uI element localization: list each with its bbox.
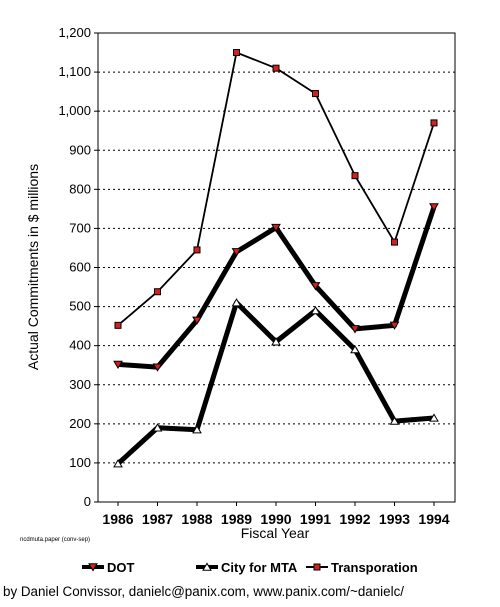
legend-item: City for MTA	[196, 560, 298, 575]
legend-label: City for MTA	[221, 560, 298, 575]
x-tick-label: 1988	[181, 511, 212, 527]
data-point	[351, 172, 359, 180]
data-point	[233, 49, 240, 57]
x-tick-label: 1991	[300, 511, 331, 527]
data-point	[152, 423, 163, 432]
data-point	[310, 282, 321, 291]
y-axis: 0 100 200 300 400 500 600 700 800 900 1,000 1,100 1,…	[58, 25, 456, 509]
y-tick-label: 200	[69, 416, 91, 431]
data-point	[192, 316, 202, 325]
data-point	[113, 459, 123, 468]
x-axis: 1986 1987 1988 1989 1990 1991 1992 1993 1994	[102, 502, 450, 527]
y-tick-label: 1,000	[58, 103, 91, 118]
legend-item: Transporation	[306, 560, 418, 575]
y-tick-label: 700	[69, 220, 91, 235]
data-point	[389, 416, 400, 425]
credit-line: by Daniel Convissor, danielc@panix.com, …	[3, 584, 404, 599]
series-2	[114, 49, 438, 329]
y-tick-label: 1,200	[58, 25, 91, 40]
legend-label: DOT	[107, 560, 135, 575]
series-lines	[113, 49, 439, 468]
x-tick-label: 1987	[142, 511, 173, 527]
x-tick-label: 1989	[221, 511, 252, 527]
y-tick-label: 1,100	[58, 64, 91, 79]
x-tick-label: 1994	[418, 511, 449, 527]
gridlines	[98, 32, 455, 464]
series-0	[113, 203, 439, 372]
data-point	[272, 64, 280, 72]
y-tick-label: 300	[69, 377, 91, 392]
x-tick-label: 1986	[102, 511, 133, 527]
x-tick-label: 1990	[260, 511, 291, 527]
x-tick-label: 1993	[379, 511, 410, 527]
y-tick-label: 900	[69, 142, 91, 157]
x-tick-label: 1992	[339, 511, 370, 527]
data-point	[271, 223, 281, 233]
data-point	[114, 321, 122, 329]
legend-swatch-marker	[313, 563, 321, 571]
data-point	[113, 360, 123, 370]
data-point	[429, 203, 439, 212]
y-tick-label: 500	[69, 299, 91, 314]
data-point	[429, 413, 439, 422]
series-line	[117, 51, 435, 327]
y-tick-label: 0	[84, 494, 91, 509]
y-tick-label: 400	[69, 338, 91, 353]
data-point	[271, 337, 281, 346]
legend-swatch-marker	[202, 562, 212, 571]
legend-label: Transporation	[331, 560, 418, 575]
data-point	[389, 321, 400, 330]
y-tick-label: 600	[69, 260, 91, 275]
data-point	[350, 325, 360, 334]
line-chart: 0 100 200 300 400 500 600 700 800 900 1,000 1,100 1,…	[20, 25, 456, 575]
data-point	[312, 90, 319, 98]
data-point	[193, 246, 201, 254]
data-point	[192, 425, 202, 434]
data-point	[350, 344, 360, 354]
legend: DOT City for MTA Transporation	[82, 560, 418, 575]
y-tick-label: 100	[69, 455, 91, 470]
legend-item: DOT	[82, 560, 135, 575]
data-point	[231, 298, 242, 307]
x-axis-label: Fiscal Year	[241, 525, 310, 541]
data-point	[231, 248, 242, 257]
series-1	[113, 298, 439, 468]
data-point	[152, 363, 163, 372]
data-point	[391, 238, 398, 246]
legend-swatch-marker	[88, 563, 98, 572]
y-tick-label: 800	[69, 181, 91, 196]
data-point	[154, 288, 161, 296]
data-point	[310, 305, 321, 315]
data-point	[430, 119, 438, 127]
y-axis-label: Actual Commitments in $ millions	[25, 164, 41, 370]
source-note: ncdmuta.paper (conv-sep)	[20, 537, 90, 543]
